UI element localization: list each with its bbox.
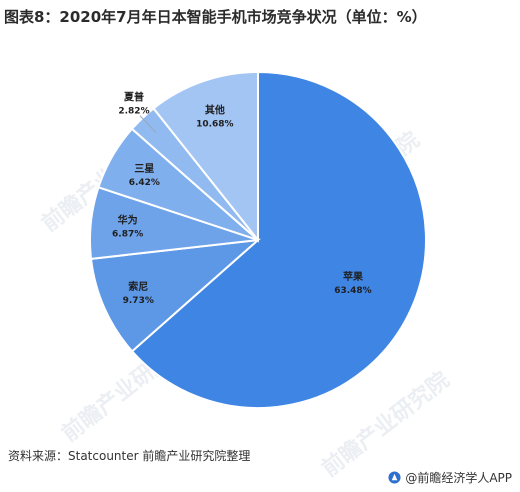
- footer-text: @前瞻经济学人APP: [405, 471, 512, 485]
- slice-value-label: 2.82%: [118, 107, 149, 117]
- chart-title: 图表8：2020年7月年日本智能手机市场竞争状况（单位：%）: [4, 8, 427, 26]
- slice-value-label: 6.42%: [129, 178, 160, 188]
- pie-labels: 苹果 63.48% 索尼 9.73% 华为 6.87% 三星 6.42% 夏普 2.82% 其他 10…: [112, 91, 372, 306]
- slice-0: [130, 70, 427, 409]
- slice-label: 华为: [118, 213, 138, 226]
- slice-value-label: 6.87%: [112, 229, 143, 239]
- source-note: 资料来源：Statcounter 前瞻产业研究院整理: [8, 449, 251, 463]
- leader-line: [139, 115, 157, 134]
- slice-value-label: 10.68%: [196, 119, 234, 129]
- slice-label: 三星: [134, 163, 154, 175]
- slice-label: 其他: [205, 103, 225, 116]
- slice-1: [89, 238, 262, 353]
- slice-label: 苹果: [343, 270, 364, 283]
- slice-label: 索尼: [128, 280, 148, 293]
- footer-brand: @前瞻经济学人APP: [388, 469, 512, 486]
- pie-leader-lines: [139, 115, 157, 134]
- brand-logo-icon: [388, 471, 401, 484]
- slice-5: [152, 70, 259, 243]
- slice-label: 夏普: [123, 91, 144, 104]
- pie-slices: [89, 70, 427, 409]
- slice-value-label: 63.48%: [334, 286, 372, 296]
- slice-value-label: 9.73%: [123, 296, 154, 306]
